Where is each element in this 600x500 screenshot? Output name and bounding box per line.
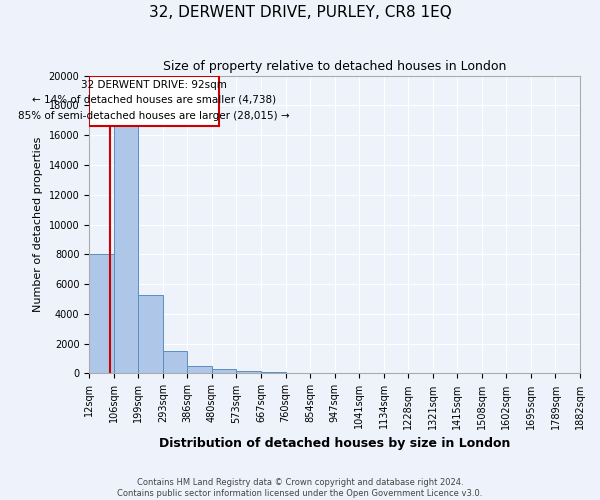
X-axis label: Distribution of detached houses by size in London: Distribution of detached houses by size … bbox=[159, 437, 510, 450]
Bar bbox=[286, 372, 310, 374]
Bar bbox=[212, 369, 236, 374]
Y-axis label: Number of detached properties: Number of detached properties bbox=[33, 137, 43, 312]
Bar bbox=[89, 254, 114, 374]
Text: ← 14% of detached houses are smaller (4,738): ← 14% of detached houses are smaller (4,… bbox=[32, 94, 276, 104]
Bar bbox=[163, 352, 187, 374]
Bar bbox=[114, 126, 138, 374]
Text: 32 DERWENT DRIVE: 92sqm: 32 DERWENT DRIVE: 92sqm bbox=[81, 80, 227, 90]
FancyBboxPatch shape bbox=[89, 76, 219, 126]
Bar bbox=[187, 366, 212, 374]
Bar bbox=[236, 371, 261, 374]
Text: 85% of semi-detached houses are larger (28,015) →: 85% of semi-detached houses are larger (… bbox=[19, 111, 290, 121]
Bar bbox=[138, 294, 163, 374]
Text: Contains HM Land Registry data © Crown copyright and database right 2024.
Contai: Contains HM Land Registry data © Crown c… bbox=[118, 478, 482, 498]
Bar bbox=[261, 372, 286, 374]
Title: Size of property relative to detached houses in London: Size of property relative to detached ho… bbox=[163, 60, 506, 73]
Text: 32, DERWENT DRIVE, PURLEY, CR8 1EQ: 32, DERWENT DRIVE, PURLEY, CR8 1EQ bbox=[149, 5, 451, 20]
